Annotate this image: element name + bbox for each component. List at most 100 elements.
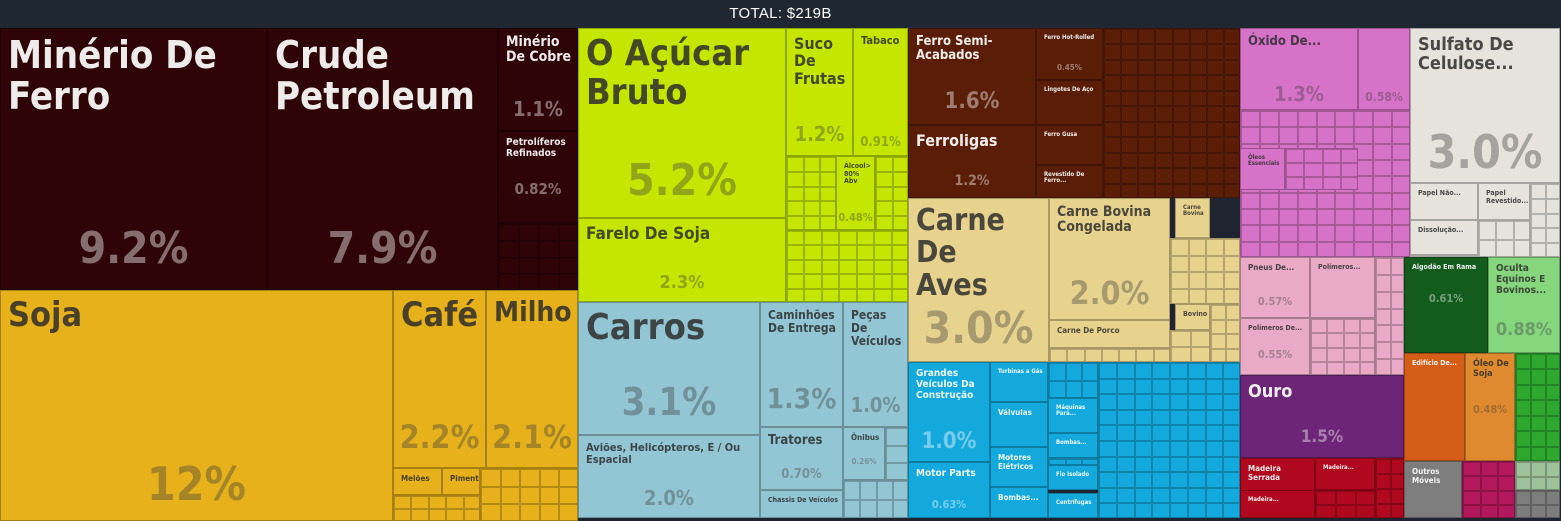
treemap-tile-ferrosemi[interactable]: Ferro Semi- Acabados 1.6% (908, 28, 1036, 125)
treemap-tile-tabaco[interactable]: Tabaco 0.91% (853, 28, 908, 156)
treemap-tile-caminhoes[interactable]: Caminhões De Entrega 1.3% (760, 302, 843, 427)
treemap-tile-label: Madeira... (1248, 496, 1279, 503)
treemap-tile-polimeros[interactable]: Polímeros... (1310, 257, 1375, 318)
treemap-minor-tile (1315, 490, 1375, 518)
treemap-minor-subtile (559, 224, 577, 241)
treemap-tile-algodao[interactable]: Algodão Em Rama 0.61% (1404, 257, 1488, 353)
treemap-tile-label: Café (401, 295, 479, 335)
treemap-tile-label: Outros Móveis (1412, 467, 1441, 485)
treemap-tile-porco[interactable]: Carne De Porco (1049, 320, 1170, 348)
treemap-tile-bombas2[interactable]: Bombas... (1048, 433, 1098, 458)
treemap-tile-centrifugas[interactable]: Centrífugas (1048, 493, 1098, 518)
treemap-minor-subtile (1241, 127, 1260, 144)
treemap-minor-subtile (1172, 168, 1190, 184)
treemap-tile-motores[interactable]: Motores Elétricos (990, 447, 1048, 487)
treemap-tile-minerio[interactable]: Minério De Ferro 9.2% (0, 28, 267, 290)
treemap-tile-aves[interactable]: Carne De Aves 3.0% (908, 198, 1049, 362)
treemap-tile-polimerosde[interactable]: Polímeros De... 0.55% (1240, 318, 1310, 375)
treemap-tile-bovino[interactable]: Bovino (1175, 304, 1210, 330)
treemap-tile-crude[interactable]: Crude Petroleum 7.9% (267, 28, 498, 290)
treemap-minor-subtile (1359, 347, 1374, 362)
treemap-minor-subtile (1278, 209, 1298, 226)
treemap-minor-subtile (1531, 228, 1546, 244)
treemap-tile-label: Crude Petroleum (275, 33, 475, 119)
treemap-tile-ferroligas[interactable]: Ferroligas 1.2% (908, 125, 1036, 198)
treemap-minor-subtile (1316, 241, 1336, 256)
treemap-tile-gusa[interactable]: Ferro Gusa (1036, 125, 1103, 165)
treemap-tile-bovina[interactable]: Carne Bovina Congelada 2.0% (1049, 198, 1170, 320)
treemap-minor-subtile (1376, 342, 1391, 360)
treemap-tile-oleosoja[interactable]: Óleo De Soja 0.48% (1465, 353, 1515, 461)
treemap-tile-papelrev[interactable]: Papel Revestido... (1478, 183, 1530, 220)
treemap-minor-subtile (1206, 59, 1224, 76)
treemap-minor-subtile (1223, 503, 1239, 517)
treemap-tile-oleos[interactable]: Óleos Essenciais (1240, 148, 1285, 190)
treemap-tile-motorparts[interactable]: Motor Parts 0.63% (908, 462, 990, 518)
treemap-tile-cobre[interactable]: Minério De Cobre 1.1% (498, 28, 578, 131)
treemap-tile-hotrolled[interactable]: Ferro Hot-Rolled 0.45% (1036, 28, 1103, 80)
treemap-tile-suco[interactable]: Suco De Frutas 1.2% (786, 28, 853, 156)
treemap-minor-subtile (1116, 503, 1135, 517)
treemap-tile-madeira2[interactable]: Madeira... (1315, 458, 1375, 490)
treemap-minor-subtile (1152, 441, 1170, 457)
treemap-tile-madeira3[interactable]: Madeira... (1240, 490, 1315, 518)
treemap-minor-subtile (500, 504, 521, 520)
treemap-minor-subtile (1121, 75, 1139, 91)
treemap-tile-soja[interactable]: Soja 12% (0, 290, 393, 521)
treemap-minor-subtile (1531, 476, 1546, 489)
treemap-tile-meloes[interactable]: Melões (393, 468, 442, 495)
treemap-tile-bovina2[interactable]: Carne Bovina (1175, 198, 1210, 238)
treemap-minor-subtile (1311, 333, 1328, 348)
treemap-minor-subtile (856, 231, 875, 246)
treemap-tile-sulfato[interactable]: Sulfato De Celulose... 3.0% (1410, 28, 1560, 183)
treemap-tile-dissolucao[interactable]: Dissolução... (1410, 220, 1478, 255)
treemap-tile-valvulas[interactable]: Válvulas (990, 402, 1048, 447)
treemap-minor-subtile (499, 274, 519, 289)
treemap-minor-tile (1170, 238, 1240, 304)
treemap-minor-subtile (1241, 192, 1260, 209)
treemap-tile-petroliferos[interactable]: Petrolíferos Refinados 0.82% (498, 131, 578, 223)
treemap-tile-chassis[interactable]: Chassis De Veículos (760, 490, 843, 518)
treemap-tile-turbinas[interactable]: Turbinas a Gás (990, 362, 1048, 402)
treemap-tile-label: Tratores (768, 433, 823, 448)
treemap-minor-subtile (892, 500, 907, 517)
treemap-minor-subtile (1304, 177, 1323, 189)
treemap-minor-subtile (1152, 487, 1170, 504)
treemap-tile-tratores[interactable]: Tratores 0.70% (760, 427, 843, 490)
treemap-tile-farelo[interactable]: Farelo De Soja 2.3% (578, 218, 786, 302)
treemap-minor-subtile (1172, 59, 1190, 76)
treemap-minor-subtile (1390, 308, 1403, 326)
treemap-tile-acucar[interactable]: O Açúcar Bruto 5.2% (578, 28, 786, 218)
treemap-tile-fioisolado[interactable]: Fio Isolado (1048, 465, 1098, 490)
treemap-tile-ouro[interactable]: Ouro 1.5% (1240, 375, 1404, 458)
treemap-tile-label: Ouro (1248, 381, 1293, 402)
treemap-minor-subtile (1316, 127, 1336, 144)
treemap-tile-avioes[interactable]: Aviões, Helicópteros, E / Ou Espacial 2.0… (578, 435, 760, 518)
treemap-tile-label: Polímeros De... (1248, 324, 1303, 332)
treemap-tile-onibus[interactable]: Ônibus 0.26% (843, 427, 885, 480)
treemap-minor-subtile (1172, 75, 1190, 91)
treemap-tile-edificio[interactable]: Edifício De... (1404, 353, 1465, 461)
treemap-tile-outros[interactable]: Outros Móveis (1404, 461, 1462, 518)
treemap-tile-revestido[interactable]: Revestido De Ferro... (1036, 165, 1103, 198)
treemap-tile-alcool[interactable]: Álcool> 80% Abv 0.48% (836, 156, 875, 230)
treemap-tile-oculta[interactable]: Oculta Equinos E Bovinos... 0.88% (1488, 257, 1560, 353)
treemap-minor-subtile (1187, 378, 1206, 395)
treemap-tile-pneus[interactable]: Pneus De... 0.57% (1240, 257, 1310, 318)
treemap-tile-lingotes[interactable]: Lingotes De Aço (1036, 80, 1103, 125)
treemap-tile-cafe[interactable]: Café 2.2% (393, 290, 486, 468)
treemap-tile-pimenta[interactable]: Pimenta (442, 468, 480, 495)
treemap-tile-oxido2[interactable]: 0.58% (1358, 28, 1410, 110)
treemap-tile-pecas[interactable]: Peças De Veículos 1.0% (843, 302, 908, 427)
treemap-minor-subtile (1546, 228, 1559, 244)
treemap-tile-bombas[interactable]: Bombas... (990, 487, 1048, 518)
treemap-tile-oxido[interactable]: Óxido De... 1.3% (1240, 28, 1358, 110)
treemap-tile-grandes[interactable]: Grandes Veículos Da Construção 1.0% (908, 362, 990, 462)
treemap-tile-papelnao[interactable]: Papel Não... (1410, 183, 1478, 220)
treemap-tile-milho[interactable]: Milho 2.1% (486, 290, 578, 468)
treemap-tile-maquinas[interactable]: Máquinas Para... (1048, 398, 1098, 433)
treemap-minor-subtile (1354, 209, 1374, 226)
treemap-minor-subtile (1390, 489, 1403, 504)
treemap-minor-subtile (1373, 241, 1393, 256)
treemap-tile-carros[interactable]: Carros 3.1% (578, 302, 760, 435)
